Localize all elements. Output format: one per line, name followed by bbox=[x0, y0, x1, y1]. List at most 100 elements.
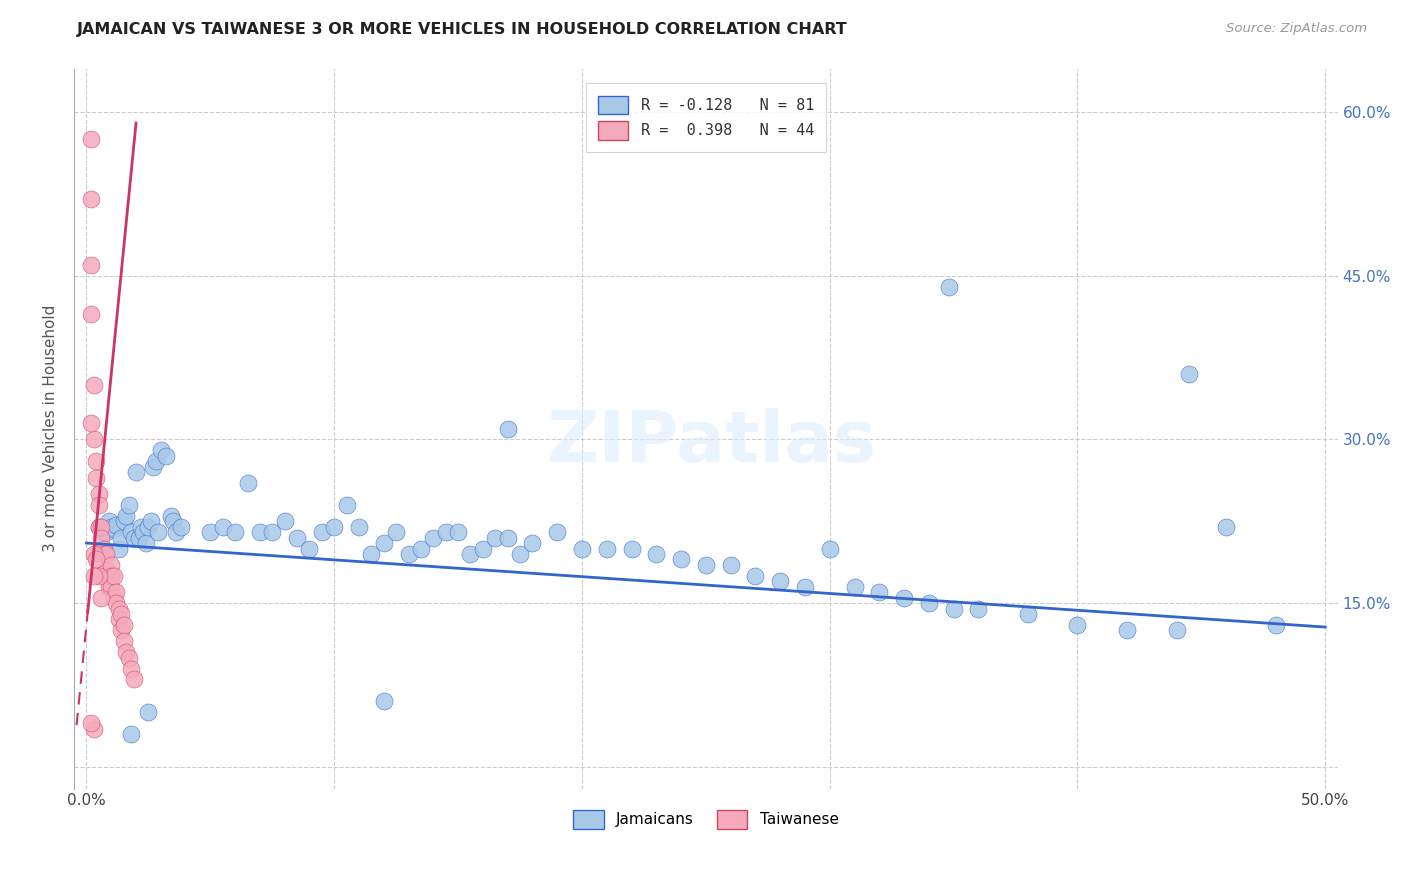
Point bbox=[298, 541, 321, 556]
Point bbox=[80, 258, 103, 272]
Point bbox=[471, 541, 494, 556]
Point bbox=[110, 624, 132, 638]
Point bbox=[105, 596, 128, 610]
Point bbox=[373, 694, 395, 708]
Point bbox=[1116, 624, 1139, 638]
Y-axis label: 3 or more Vehicles in Household: 3 or more Vehicles in Household bbox=[44, 305, 58, 552]
Point bbox=[695, 558, 717, 572]
Point bbox=[93, 541, 115, 556]
Point bbox=[93, 525, 115, 540]
Point bbox=[103, 522, 125, 536]
Point bbox=[122, 531, 145, 545]
Point bbox=[1215, 519, 1237, 533]
Point bbox=[100, 558, 122, 572]
Point bbox=[249, 525, 271, 540]
Point bbox=[87, 487, 110, 501]
Point bbox=[571, 541, 593, 556]
Point bbox=[128, 531, 150, 545]
Point bbox=[97, 514, 120, 528]
Point bbox=[112, 514, 135, 528]
Point bbox=[546, 525, 568, 540]
Point bbox=[509, 547, 531, 561]
Point bbox=[236, 476, 259, 491]
Point bbox=[86, 470, 108, 484]
Point bbox=[80, 716, 103, 731]
Point bbox=[484, 531, 506, 545]
Point bbox=[112, 634, 135, 648]
Point bbox=[165, 525, 187, 540]
Point bbox=[522, 536, 544, 550]
Point bbox=[434, 525, 457, 540]
Point bbox=[96, 563, 118, 577]
Point bbox=[496, 421, 519, 435]
Point bbox=[868, 585, 890, 599]
Point bbox=[115, 645, 138, 659]
Point bbox=[132, 525, 155, 540]
Point bbox=[87, 519, 110, 533]
Point bbox=[645, 547, 668, 561]
Point bbox=[1166, 624, 1188, 638]
Point bbox=[818, 541, 841, 556]
Point bbox=[103, 569, 125, 583]
Point bbox=[105, 517, 128, 532]
Point bbox=[794, 580, 817, 594]
Point bbox=[669, 552, 692, 566]
Point bbox=[105, 585, 128, 599]
Point bbox=[893, 591, 915, 605]
Point bbox=[155, 449, 177, 463]
Point bbox=[145, 454, 167, 468]
Point bbox=[273, 514, 295, 528]
Point bbox=[120, 525, 142, 540]
Point bbox=[80, 132, 103, 146]
Point bbox=[100, 580, 122, 594]
Point bbox=[200, 525, 222, 540]
Point bbox=[83, 433, 105, 447]
Point bbox=[769, 574, 792, 589]
Point bbox=[1264, 618, 1286, 632]
Point bbox=[447, 525, 470, 540]
Point bbox=[107, 541, 129, 556]
Point bbox=[262, 525, 284, 540]
Point bbox=[744, 569, 766, 583]
Point bbox=[311, 525, 333, 540]
Point bbox=[1066, 618, 1088, 632]
Point bbox=[385, 525, 408, 540]
Point bbox=[110, 531, 132, 545]
Point bbox=[107, 612, 129, 626]
Text: JAMAICAN VS TAIWANESE 3 OR MORE VEHICLES IN HOUSEHOLD CORRELATION CHART: JAMAICAN VS TAIWANESE 3 OR MORE VEHICLES… bbox=[77, 22, 848, 37]
Point bbox=[139, 514, 162, 528]
Point bbox=[117, 498, 139, 512]
Point bbox=[96, 547, 118, 561]
Point bbox=[409, 541, 432, 556]
Point bbox=[844, 580, 866, 594]
Point bbox=[120, 661, 142, 675]
Point bbox=[720, 558, 742, 572]
Point bbox=[285, 531, 308, 545]
Point bbox=[460, 547, 482, 561]
Point bbox=[103, 591, 125, 605]
Point bbox=[86, 454, 108, 468]
Point bbox=[1017, 607, 1039, 621]
Point bbox=[398, 547, 420, 561]
Text: Source: ZipAtlas.com: Source: ZipAtlas.com bbox=[1226, 22, 1367, 36]
Point bbox=[80, 307, 103, 321]
Legend: Jamaicans, Taiwanese: Jamaicans, Taiwanese bbox=[567, 804, 845, 835]
Point bbox=[125, 465, 148, 479]
Point bbox=[80, 416, 103, 430]
Point bbox=[96, 525, 118, 540]
Point bbox=[100, 519, 122, 533]
Point bbox=[122, 673, 145, 687]
Point bbox=[149, 443, 172, 458]
Point bbox=[83, 569, 105, 583]
Point bbox=[110, 607, 132, 621]
Point bbox=[129, 519, 152, 533]
Point bbox=[87, 519, 110, 533]
Point bbox=[360, 547, 382, 561]
Text: ZIPatlas: ZIPatlas bbox=[547, 409, 877, 477]
Point bbox=[373, 536, 395, 550]
Point bbox=[159, 508, 181, 523]
Point bbox=[93, 547, 115, 561]
Point bbox=[112, 618, 135, 632]
Point bbox=[211, 519, 233, 533]
Point bbox=[967, 601, 990, 615]
